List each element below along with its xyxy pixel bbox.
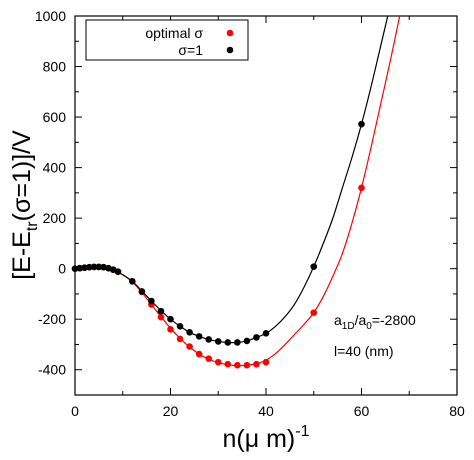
data-point-sigma-1 — [71, 265, 79, 272]
data-point-sigma-1 — [310, 263, 318, 270]
legend-box — [85, 19, 249, 61]
data-point-sigma-1 — [129, 278, 136, 285]
x-tick-label: 40 — [258, 403, 274, 419]
data-point-sigma-1 — [195, 333, 203, 340]
y-tick-label: 600 — [43, 109, 67, 125]
data-point-optimal-sigma — [358, 184, 365, 192]
legend: optimal σ σ=1 — [85, 19, 249, 61]
x-tick-label: 80 — [449, 403, 465, 419]
data-point-sigma-1 — [186, 329, 193, 336]
legend-marker-sigma1 — [226, 46, 234, 54]
data-point-sigma-1 — [167, 315, 174, 323]
data-point-sigma-1 — [253, 334, 260, 341]
plot-area-frame — [74, 15, 458, 396]
series-curves — [75, 16, 401, 367]
data-point-sigma-1 — [86, 263, 93, 271]
legend-label-sigma1: σ=1 — [178, 42, 203, 58]
y-tick-label: -200 — [38, 311, 66, 327]
y-tick-label: -400 — [38, 362, 66, 378]
data-point-sigma-1 — [224, 339, 232, 346]
data-point-optimal-sigma — [176, 335, 184, 343]
data-point-optimal-sigma — [186, 343, 193, 350]
x-axis: 0 20 40 60 80 — [71, 16, 465, 419]
data-point-sigma-1 — [176, 322, 184, 330]
data-point-optimal-sigma — [157, 313, 165, 321]
data-point-sigma-1 — [81, 264, 88, 271]
data-point-optimal-sigma — [310, 309, 318, 316]
series-markers — [71, 120, 365, 369]
y-axis: -400 -200 0 200 400 600 800 1000 — [35, 8, 457, 396]
annotation-length: l=40 (nm) — [334, 343, 394, 359]
data-point-optimal-sigma — [253, 360, 260, 368]
y-tick-label: 800 — [43, 59, 67, 75]
legend-marker-optimal — [226, 29, 234, 37]
x-axis-title: n(μ m)-1 — [223, 423, 310, 453]
data-point-sigma-1 — [358, 120, 365, 128]
y-tick-label: 200 — [43, 210, 67, 226]
data-point-sigma-1 — [114, 268, 122, 275]
data-point-optimal-sigma — [195, 350, 203, 358]
data-point-sigma-1 — [90, 263, 98, 271]
data-point-optimal-sigma — [205, 355, 212, 362]
data-point-sigma-1 — [95, 263, 103, 271]
data-point-optimal-sigma — [262, 358, 270, 366]
data-point-sigma-1 — [262, 330, 270, 337]
data-point-sigma-1 — [205, 336, 212, 343]
x-tick-label: 20 — [163, 403, 179, 419]
data-point-sigma-1 — [76, 264, 84, 272]
data-point-sigma-1 — [138, 288, 146, 295]
y-tick-label: 400 — [43, 160, 67, 176]
annotation-ratio: a1D/a0=-2800 — [334, 312, 416, 332]
y-tick-label: 1000 — [35, 8, 66, 24]
legend-label-optimal: optimal σ — [145, 25, 203, 41]
data-point-sigma-1 — [148, 297, 155, 305]
data-point-optimal-sigma — [243, 361, 251, 369]
series-line-optimal-sigma — [75, 16, 401, 367]
x-tick-label: 0 — [71, 403, 79, 419]
data-point-sigma-1 — [243, 337, 251, 345]
data-point-optimal-sigma — [214, 358, 222, 366]
data-point-sigma-1 — [234, 339, 241, 346]
data-point-optimal-sigma — [167, 326, 174, 333]
x-tick-label: 60 — [354, 403, 370, 419]
data-point-sigma-1 — [214, 338, 222, 345]
data-point-sigma-1 — [157, 307, 165, 315]
data-point-optimal-sigma — [234, 361, 241, 369]
y-axis-title: [E-Etr(σ=1)]/V — [8, 130, 41, 280]
data-point-optimal-sigma — [224, 360, 232, 368]
y-tick-label: 0 — [58, 261, 66, 277]
series-line-sigma-1 — [75, 16, 389, 344]
